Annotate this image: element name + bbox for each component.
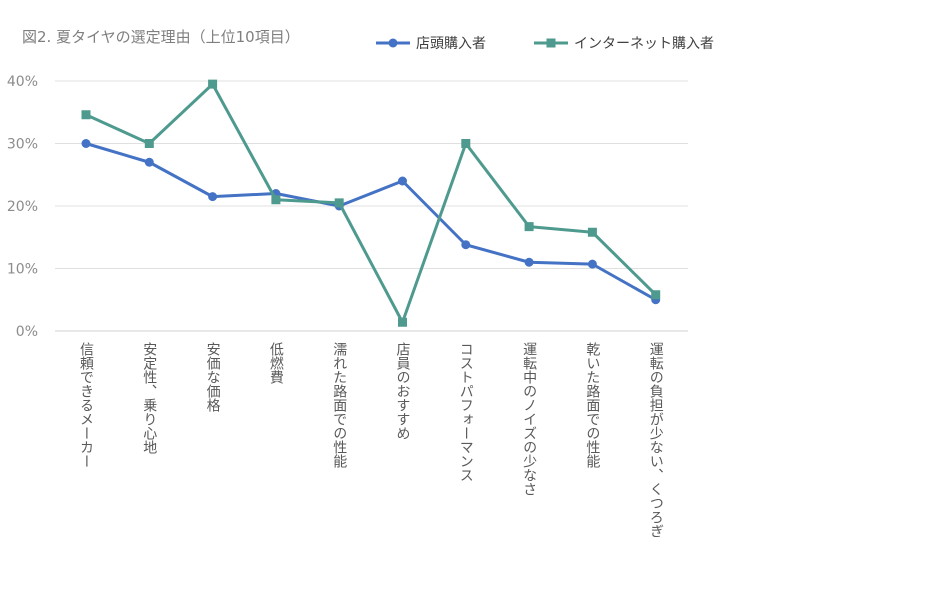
x-axis-categories: 信頼できるメーカー 安定性、乗り心地 安価な価格 低燃費 濡れた路面での性能 店員のおすす…	[78, 342, 664, 538]
y-tick-label: 10%	[7, 262, 38, 278]
category-label: 濡れた路面での性能	[331, 342, 347, 469]
category-label: 安価な価格	[205, 342, 221, 412]
data-point	[398, 317, 407, 327]
legend-label: 店頭購入者	[416, 36, 486, 52]
y-axis-ticks: 0% 10% 20% 30% 40%	[7, 74, 38, 340]
data-point	[461, 139, 471, 148]
category-label: 店員のおすすめ	[395, 342, 411, 440]
data-point	[587, 227, 597, 237]
y-tick-label: 30%	[7, 137, 38, 153]
series-layer	[81, 79, 661, 327]
data-point	[144, 157, 154, 167]
category-label: 低燃費	[268, 342, 284, 384]
y-tick-label: 40%	[7, 74, 38, 90]
y-tick-label: 0%	[16, 324, 38, 340]
data-point	[587, 259, 597, 269]
category-label: 運転の負担が少ない、くつろぎ	[648, 342, 664, 538]
category-label: 安定性、乗り心地	[141, 342, 157, 454]
legend-marker	[546, 38, 556, 48]
data-point	[208, 79, 218, 89]
category-label: 運転中のノイズの少なさ	[521, 342, 537, 496]
data-point	[81, 139, 91, 148]
y-tick-label: 20%	[7, 199, 38, 215]
series-line-1	[85, 82, 657, 324]
data-point	[334, 198, 344, 208]
data-point	[144, 139, 154, 148]
data-point	[524, 222, 534, 232]
data-point	[651, 290, 661, 300]
grid-lines	[55, 80, 688, 332]
legend-label: インターネット購入者	[574, 36, 714, 52]
data-point	[524, 257, 534, 267]
data-point	[271, 195, 281, 205]
legend: 店頭購入者 インターネット購入者	[376, 36, 714, 52]
data-point	[81, 110, 91, 120]
series-line-0	[85, 142, 657, 302]
data-point	[398, 176, 407, 186]
legend-marker	[388, 38, 398, 48]
data-point	[461, 240, 471, 250]
data-point	[208, 192, 218, 202]
category-label: 乾いた路面での性能	[584, 342, 600, 469]
chart-title: 図2. 夏タイヤの選定理由（上位10項目）	[22, 28, 300, 46]
category-label: 信頼できるメーカー	[78, 342, 94, 468]
category-label: コストパフォーマンス	[458, 342, 474, 482]
